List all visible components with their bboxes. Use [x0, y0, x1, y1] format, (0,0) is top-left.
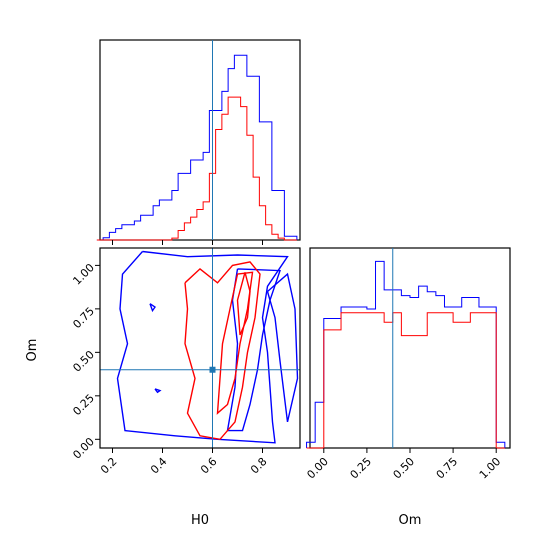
- contour-y-tick-label: 0.75: [70, 305, 97, 332]
- h0-hist-blue: [96, 54, 298, 241]
- blue-contour-0: [116, 250, 289, 444]
- red-contour-2: [236, 272, 251, 336]
- red-contour-1: [216, 271, 254, 415]
- y-axis-label-om: Om: [25, 339, 40, 362]
- om-hist-red: [306, 312, 505, 449]
- om-hist-blue: [306, 260, 506, 448]
- contour-y-tick-label: 0.00: [70, 435, 97, 462]
- blue-contour-4: [149, 303, 156, 313]
- blue-contour-3: [154, 388, 162, 394]
- om-x-tick-label: 0.75: [434, 455, 461, 482]
- h0-hist-frame: [99, 39, 301, 241]
- om-x-tick-label: 1.00: [477, 455, 504, 482]
- contour-x-tick-label: 0.6: [198, 455, 220, 477]
- blue-contour-1: [226, 268, 281, 432]
- om-marginal-panel: 0.00 0.25 0.50 0.75 1.00: [304, 247, 511, 482]
- h0-marginal-panel: [96, 39, 301, 245]
- contour-x-tick-label: 0.4: [148, 455, 170, 477]
- contour-frame: [99, 247, 301, 449]
- om-x-tick-label: 0.25: [348, 455, 375, 482]
- h0-hist-red: [96, 96, 297, 241]
- x-axis-label-om: Om: [399, 513, 422, 528]
- om-x-tick-label: 0.50: [391, 455, 418, 482]
- contour-lines: [116, 250, 299, 444]
- contour-y-tick-label: 0.25: [70, 392, 97, 419]
- contour-x-tick-label: 0.2: [98, 455, 120, 477]
- contour-truth-marker: [209, 366, 216, 373]
- contour-y-tick-label: 0.50: [70, 348, 97, 375]
- om-hist-frame: [309, 247, 511, 449]
- h0-om-contour-panel: 0.2 0.4 0.6 0.8 0.00 0.25 0.50 0.75 1.00: [70, 247, 301, 477]
- red-contour-0: [184, 261, 261, 441]
- contour-x-tick-label: 0.8: [248, 455, 270, 477]
- blue-contour-2: [266, 272, 299, 423]
- x-axis-label-h0: H0: [191, 513, 209, 528]
- om-x-tick-label: 0.00: [304, 455, 331, 482]
- contour-y-tick-label: 1.00: [70, 261, 97, 288]
